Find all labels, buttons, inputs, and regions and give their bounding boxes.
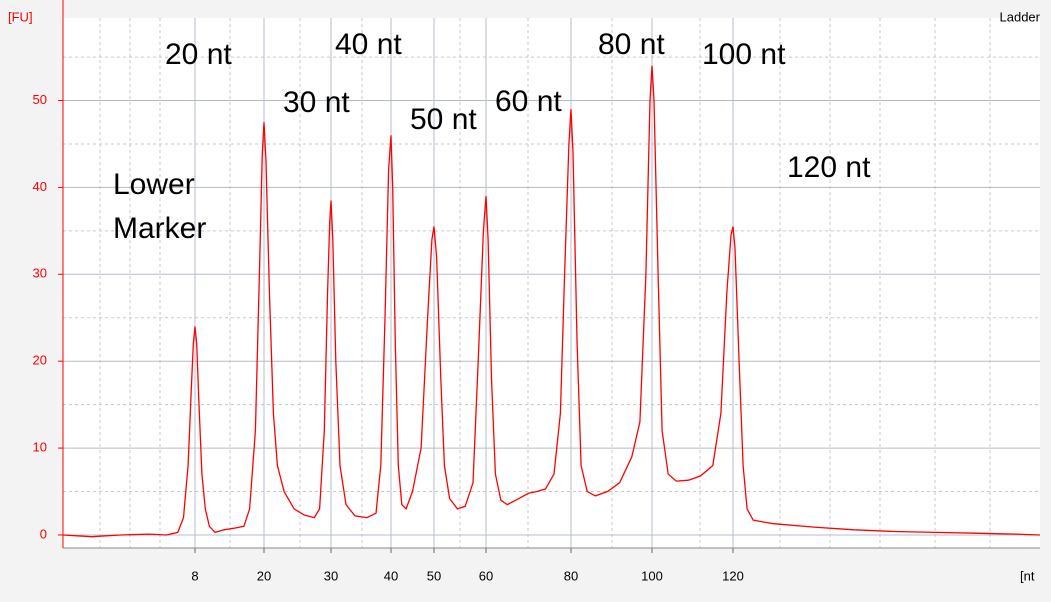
y-tick-label: 40	[33, 179, 47, 194]
peak-annotation: 30 nt	[283, 86, 350, 119]
y-tick-label: 0	[40, 526, 47, 541]
y-axis-label: [FU]	[8, 9, 33, 24]
x-axis-label: [nt	[1020, 568, 1035, 583]
legend-title: Ladder	[1000, 9, 1041, 24]
trace-line	[62, 65, 1041, 538]
grid	[58, 18, 1040, 553]
y-tick-label: 10	[33, 440, 47, 455]
plot-area	[63, 18, 1040, 548]
marks	[62, 65, 1041, 538]
peak-annotation: 50 nt	[410, 103, 477, 136]
x-tick-label: 30	[324, 568, 338, 583]
peak-annotation: 60 nt	[495, 85, 562, 118]
y-tick-label: 30	[33, 266, 47, 281]
x-tick-label: 20	[257, 568, 271, 583]
x-tick-label: 100	[641, 568, 663, 583]
peak-annotation: 20 nt	[165, 38, 232, 71]
peak-annotation: 40 nt	[335, 28, 402, 61]
peak-annotation: 120 nt	[787, 151, 871, 184]
y-tick-label: 50	[33, 92, 47, 107]
peak-annotation: 80 nt	[598, 28, 665, 61]
peak-annotation: 100 nt	[702, 38, 786, 71]
x-tick-label: 60	[479, 568, 493, 583]
peak-annotation: Lower Marker	[113, 168, 207, 245]
x-tick-label: 80	[564, 568, 578, 583]
x-tick-label: 120	[722, 568, 744, 583]
x-tick-label: 50	[427, 568, 441, 583]
y-tick-label: 20	[33, 353, 47, 368]
x-tick-label: 8	[191, 568, 198, 583]
x-tick-label: 40	[384, 568, 398, 583]
